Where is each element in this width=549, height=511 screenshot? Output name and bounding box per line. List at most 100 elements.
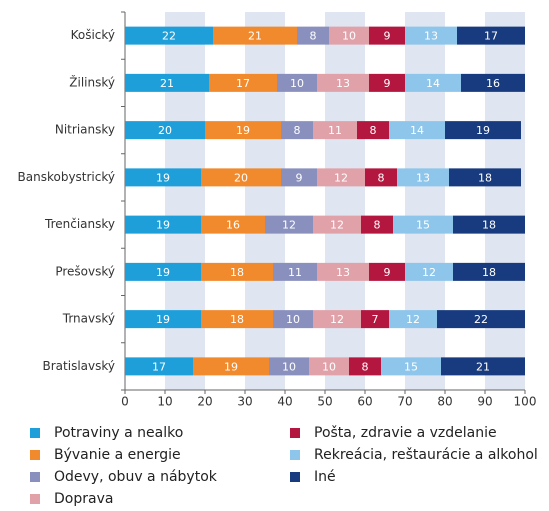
data-label: 8 xyxy=(362,360,369,373)
bar-segment xyxy=(277,73,317,92)
x-tick-label: 30 xyxy=(237,395,252,409)
data-label: 22 xyxy=(162,30,176,43)
data-label: 12 xyxy=(406,313,420,326)
bar-segment xyxy=(125,168,201,187)
x-tick-label: 10 xyxy=(157,395,172,409)
bar-segment xyxy=(201,168,281,187)
data-label: 17 xyxy=(236,77,250,90)
data-label: 8 xyxy=(378,171,385,184)
legend-swatch xyxy=(290,450,300,460)
data-label: 19 xyxy=(156,313,170,326)
data-label: 8 xyxy=(310,30,317,43)
bar-segment xyxy=(201,215,265,234)
bar-segment xyxy=(313,310,361,329)
bar-segment xyxy=(281,121,313,140)
grid-band xyxy=(485,12,525,390)
bar-segment xyxy=(125,73,209,92)
bar-segment xyxy=(397,168,449,187)
y-tick-label: Trnavský xyxy=(62,312,115,326)
data-label: 19 xyxy=(156,171,170,184)
grid-band xyxy=(325,12,365,390)
bar-segment xyxy=(381,357,441,376)
data-label: 18 xyxy=(478,171,492,184)
bar-segment xyxy=(369,262,405,281)
data-label: 10 xyxy=(322,360,336,373)
data-label: 20 xyxy=(158,124,172,137)
y-tick-label: Nitriansky xyxy=(55,123,115,137)
bar-segment xyxy=(273,262,317,281)
data-label: 18 xyxy=(482,219,496,232)
data-label: 13 xyxy=(416,171,430,184)
x-tick-label: 90 xyxy=(477,395,492,409)
bar-segment xyxy=(369,73,405,92)
data-label: 9 xyxy=(384,77,391,90)
data-label: 19 xyxy=(236,124,250,137)
x-tick-label: 80 xyxy=(437,395,452,409)
grid-band xyxy=(245,12,285,390)
data-label: 11 xyxy=(288,266,302,279)
bar-segment xyxy=(125,215,201,234)
bar-segment xyxy=(449,168,521,187)
x-tick-label: 40 xyxy=(277,395,292,409)
legend-label: Iné xyxy=(314,469,336,485)
data-label: 22 xyxy=(474,313,488,326)
bar-segment xyxy=(365,168,397,187)
bar-segment xyxy=(125,357,193,376)
data-label: 10 xyxy=(282,360,296,373)
legend-swatch xyxy=(290,472,300,482)
legend-swatch xyxy=(30,472,40,482)
data-label: 17 xyxy=(484,30,498,43)
bar-segment xyxy=(329,26,369,45)
data-label: 21 xyxy=(160,77,174,90)
legend-swatch xyxy=(30,428,40,438)
data-label: 12 xyxy=(330,219,344,232)
bar-segment xyxy=(317,73,369,92)
bar-segment xyxy=(369,26,405,45)
data-label: 8 xyxy=(374,219,381,232)
grid-band xyxy=(405,12,445,390)
x-tick-label: 20 xyxy=(197,395,212,409)
data-label: 10 xyxy=(290,77,304,90)
y-tick-label: Bratislavský xyxy=(43,359,115,373)
bar-segment xyxy=(389,121,445,140)
data-label: 19 xyxy=(156,219,170,232)
data-label: 20 xyxy=(234,171,248,184)
legend-label: Rekreácia, reštaurácie a alkohol xyxy=(314,447,538,463)
data-label: 14 xyxy=(426,77,440,90)
bar-segment xyxy=(405,26,457,45)
legend-label: Doprava xyxy=(54,491,113,507)
x-tick-label: 70 xyxy=(397,395,412,409)
bar-segment xyxy=(349,357,381,376)
bar-segment xyxy=(317,168,365,187)
data-label: 9 xyxy=(384,266,391,279)
legend-label: Pošta, zdravie a vzdelanie xyxy=(314,425,497,441)
y-tick-label: Žilinský xyxy=(69,74,115,89)
legend-label: Bývanie a energie xyxy=(54,447,181,463)
data-label: 21 xyxy=(248,30,262,43)
bar-segment xyxy=(437,310,525,329)
data-label: 16 xyxy=(226,219,240,232)
bar-segment xyxy=(441,357,525,376)
data-label: 12 xyxy=(334,171,348,184)
bar-segment xyxy=(317,262,369,281)
bar-segment xyxy=(361,215,393,234)
data-label: 9 xyxy=(384,30,391,43)
data-label: 21 xyxy=(476,360,490,373)
bar-segment xyxy=(461,73,525,92)
bar-segment xyxy=(125,121,205,140)
x-tick-label: 0 xyxy=(121,395,129,409)
legend-swatch xyxy=(290,428,300,438)
bar-segment xyxy=(201,310,273,329)
bar-segment xyxy=(125,310,201,329)
bar-segment xyxy=(273,310,313,329)
data-label: 10 xyxy=(286,313,300,326)
bar-segment xyxy=(457,26,525,45)
data-label: 19 xyxy=(476,124,490,137)
data-label: 12 xyxy=(422,266,436,279)
y-tick-label: Banskobystrický xyxy=(18,170,115,184)
bar-segment xyxy=(125,26,213,45)
data-label: 19 xyxy=(224,360,238,373)
data-label: 9 xyxy=(296,171,303,184)
bar-segment xyxy=(389,310,437,329)
y-tick-label: Košický xyxy=(71,28,115,42)
